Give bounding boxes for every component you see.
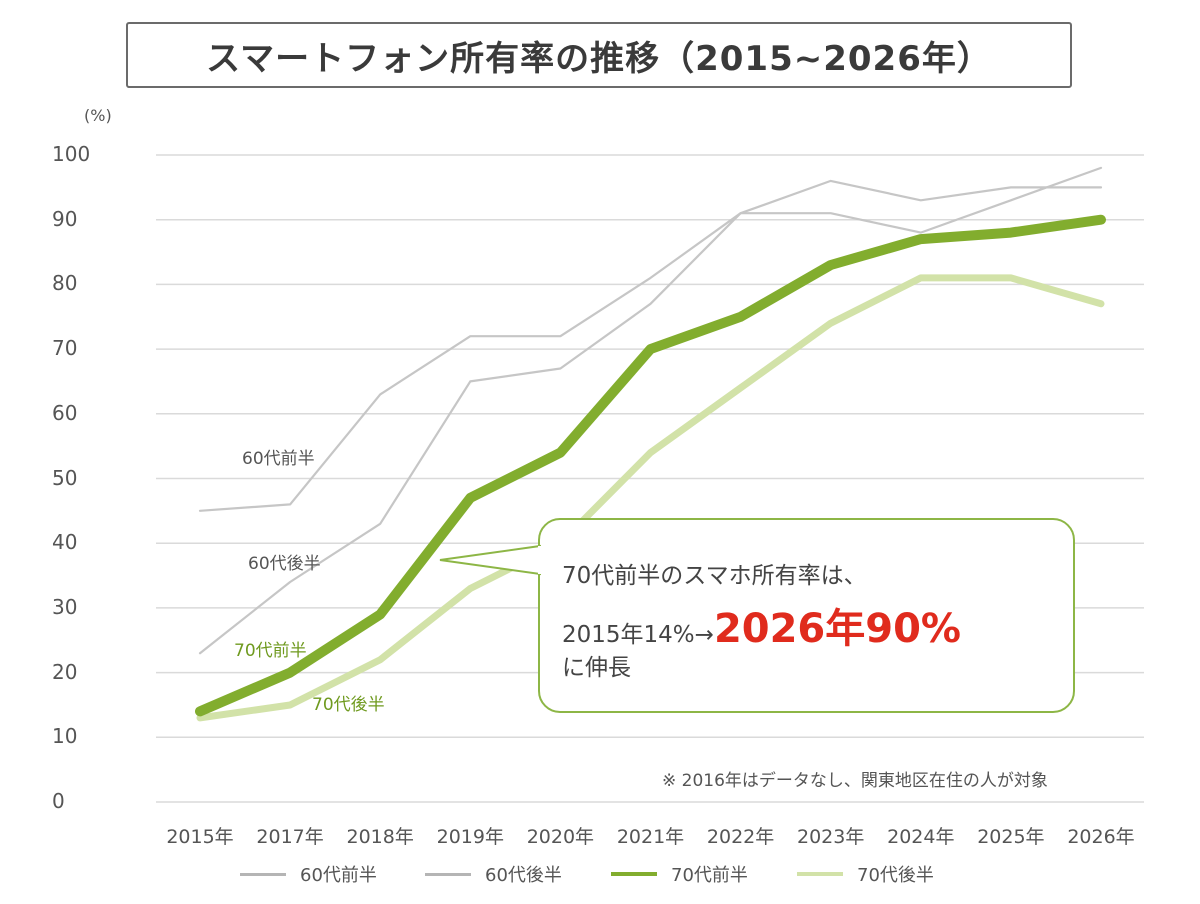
y-tick-label: 30 [52, 594, 78, 619]
x-tick-label: 2020年 [526, 826, 595, 848]
legend-item-70-late: 70代後半 [797, 861, 934, 887]
series-label-60-late: 60代後半 [248, 554, 321, 574]
legend-swatch-70-early [611, 872, 657, 876]
y-tick-label: 40 [52, 530, 78, 555]
chart-title: スマートフォン所有率の推移（2015~2026年） [126, 22, 1072, 88]
callout-line-3: に伸長 [562, 655, 631, 681]
legend-item-60-early: 60代前半 [240, 861, 377, 887]
series-label-60-early: 60代前半 [242, 449, 315, 469]
series-line-60-early [198, 179, 1103, 512]
x-tick-label: 2022年 [706, 826, 775, 848]
y-tick-label: 100 [52, 142, 91, 166]
legend-label-60-early: 60代前半 [300, 865, 377, 886]
legend-label-70-late: 70代後半 [857, 865, 934, 886]
legend-item-70-early: 70代前半 [611, 861, 748, 887]
footnote: ※ 2016年はデータなし、関東地区在住の人が対象 [662, 771, 1048, 791]
callout-box [538, 518, 1075, 713]
legend-swatch-70-late [797, 872, 843, 876]
callout-line-2: 2015年14%→2026年90% [562, 596, 961, 654]
y-tick-label: 60 [52, 400, 78, 425]
legend-swatch-60-late [425, 872, 471, 876]
x-tick-label: 2017年 [256, 826, 324, 848]
x-tick-label: 2026年 [1067, 826, 1135, 848]
y-axis-unit: (%) [84, 106, 112, 125]
callout-line-2-prefix: 2015年14%→ [562, 622, 714, 648]
x-tick-label: 2018年 [346, 826, 414, 848]
series-label-70-early: 70代前半 [234, 641, 307, 661]
legend-swatch-60-early [240, 872, 286, 876]
y-tick-label: 50 [52, 465, 78, 490]
x-tick-label: 2019年 [436, 826, 504, 848]
x-tick-label: 2024年 [887, 826, 955, 848]
y-tick-label: 10 [52, 724, 78, 749]
x-tick-label: 2021年 [616, 826, 685, 848]
y-tick-label: 80 [52, 271, 78, 296]
legend-label-70-early: 70代前半 [671, 865, 748, 886]
series-line-60-late [198, 166, 1103, 655]
legend: 60代前半 60代後半 70代前半 70代後半 [0, 861, 1200, 887]
y-tick-label: 70 [52, 336, 78, 361]
callout-highlight: 2026年90% [713, 606, 962, 652]
series-line-70-late [196, 274, 1105, 722]
legend-label-60-late: 60代後半 [485, 865, 562, 886]
series-line-70-early [195, 214, 1106, 717]
x-tick-label: 2015年 [166, 826, 234, 848]
x-tick-label: 2025年 [977, 826, 1045, 848]
series-label-70-late: 70代後半 [312, 695, 385, 715]
legend-item-60-late: 60代後半 [425, 861, 562, 887]
y-tick-label: 90 [52, 206, 78, 231]
y-tick-label: 0 [52, 789, 65, 813]
y-tick-label: 20 [52, 659, 78, 684]
callout-line-1: 70代前半のスマホ所有率は、 [562, 563, 867, 589]
callout-pointer [439, 544, 546, 576]
x-tick-label: 2023年 [797, 826, 865, 848]
